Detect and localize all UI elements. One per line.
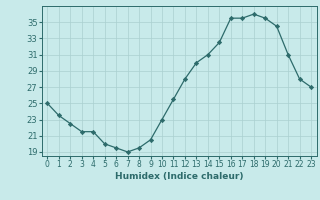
X-axis label: Humidex (Indice chaleur): Humidex (Indice chaleur) (115, 172, 244, 181)
